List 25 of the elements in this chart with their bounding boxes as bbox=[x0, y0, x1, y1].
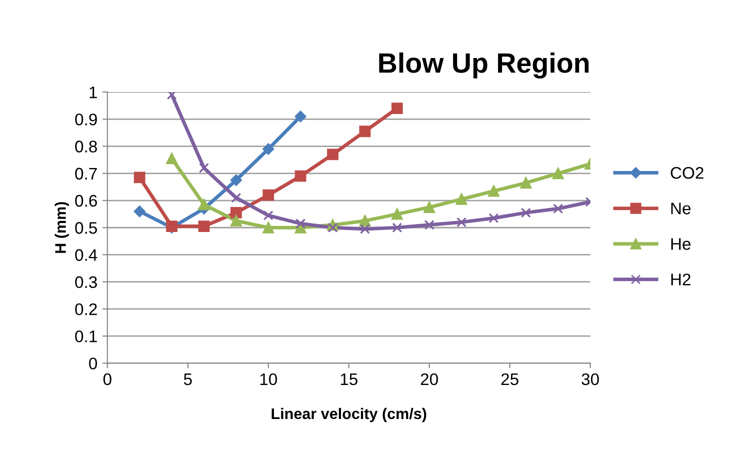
y-tick-label: 0 bbox=[89, 358, 98, 370]
legend-label: He bbox=[671, 238, 691, 250]
legend-label: Ne bbox=[671, 202, 691, 214]
chart-title: Blow Up Region bbox=[379, 52, 589, 78]
y-tick-label: 0.9 bbox=[75, 114, 97, 126]
y-tick-label: 0.1 bbox=[75, 330, 97, 342]
x-tick-label: 30 bbox=[582, 373, 599, 386]
y-tick-label: 0.8 bbox=[75, 140, 97, 152]
x-axis-title: Linear velocity (cm/s) bbox=[272, 408, 426, 422]
x-tick-label: 25 bbox=[501, 373, 518, 386]
x-tick-label: 10 bbox=[260, 373, 277, 386]
y-tick-label: 0.7 bbox=[75, 168, 97, 180]
y-axis-title: H (mm) bbox=[54, 202, 69, 253]
y-tick-label: 0.5 bbox=[75, 222, 97, 234]
x-tick-label: 20 bbox=[420, 373, 438, 386]
x-tick-label: 5 bbox=[184, 374, 192, 386]
y-tick-label: 0.2 bbox=[75, 303, 97, 316]
legend-label: CO2 bbox=[670, 166, 704, 179]
y-tick-label: 0.3 bbox=[75, 276, 97, 288]
x-tick-label: 0 bbox=[103, 373, 112, 386]
y-tick-label: 0.4 bbox=[75, 249, 98, 261]
y-tick-label: 0.6 bbox=[75, 194, 97, 207]
y-tick-label: 1 bbox=[90, 86, 97, 98]
legend-label: H2 bbox=[671, 274, 690, 286]
x-tick-label: 15 bbox=[340, 374, 358, 386]
